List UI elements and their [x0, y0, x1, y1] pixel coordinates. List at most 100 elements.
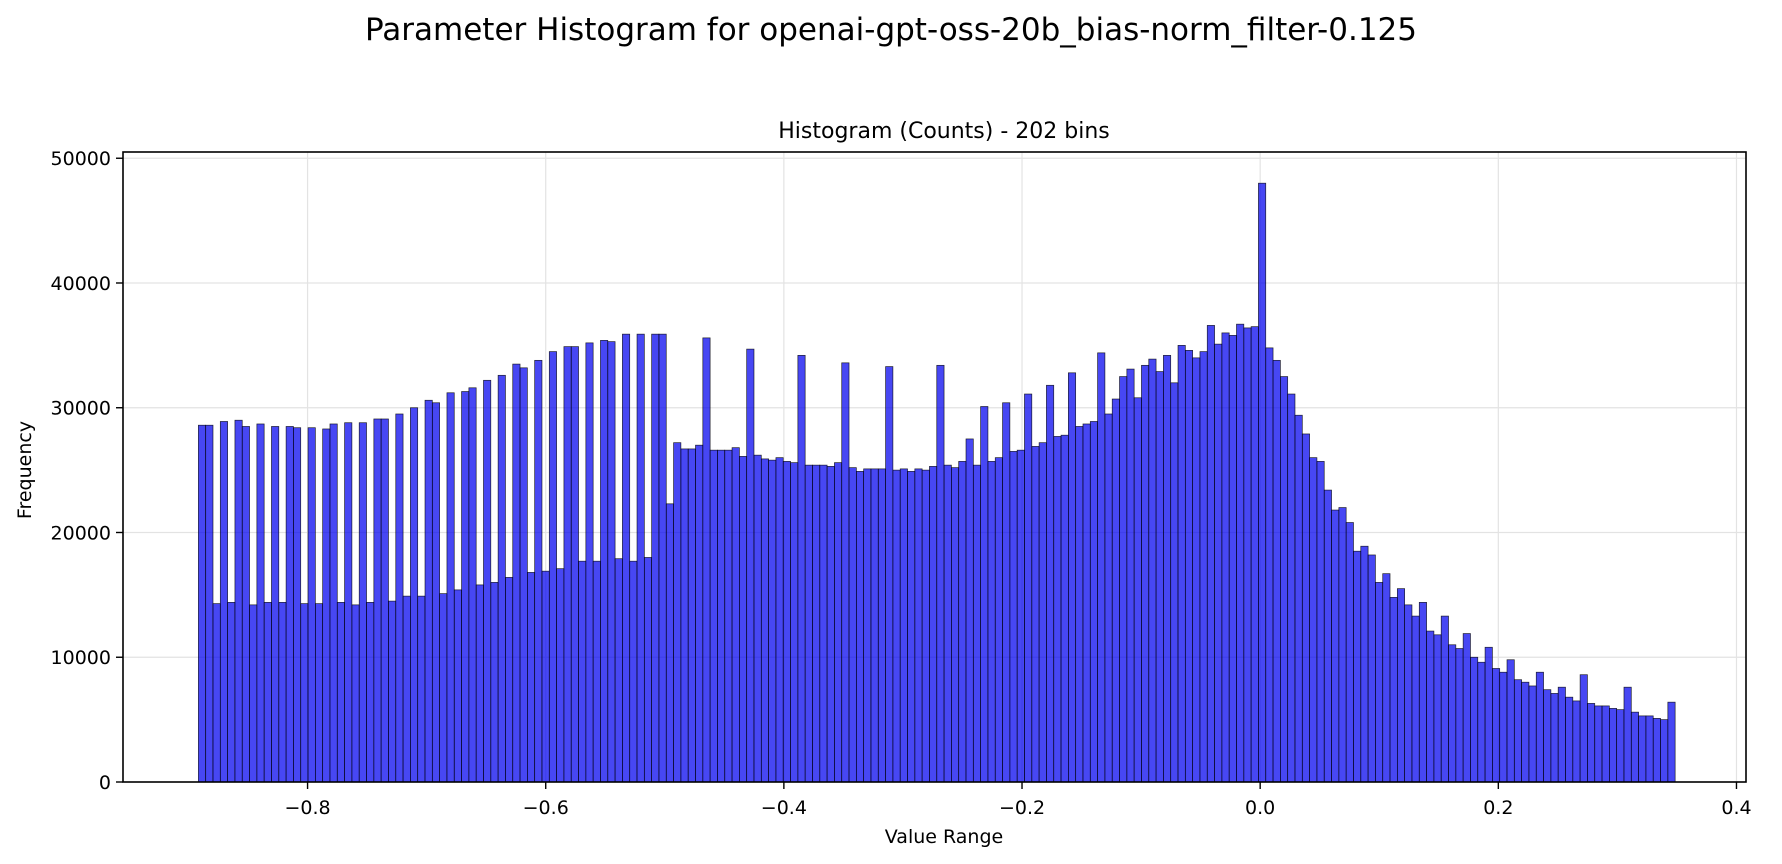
- histogram-bar: [760, 458, 769, 783]
- histogram-bar: [366, 602, 375, 783]
- x-tick-label: −0.8: [284, 797, 330, 819]
- histogram-bar: [336, 602, 345, 783]
- histogram-bar: [855, 471, 865, 783]
- histogram-bar: [885, 366, 894, 783]
- histogram-bar: [1367, 554, 1376, 783]
- histogram-bar: [1046, 384, 1055, 783]
- histogram-bar: [592, 560, 601, 783]
- histogram-bar: [1170, 382, 1179, 783]
- histogram-bar: [1133, 397, 1142, 783]
- histogram-bar: [709, 449, 718, 783]
- histogram-bar: [1024, 393, 1033, 783]
- histogram-bar: [951, 467, 960, 783]
- histogram-bar: [1331, 509, 1340, 783]
- histogram-bar: [658, 333, 667, 783]
- histogram-bar: [1053, 436, 1062, 783]
- histogram-bar: [1426, 630, 1435, 783]
- histogram-bar: [373, 418, 382, 783]
- histogram-bar: [746, 348, 755, 783]
- histogram-bar: [1470, 656, 1479, 783]
- histogram-bar: [1543, 689, 1552, 783]
- histogram-bar: [468, 387, 477, 783]
- histogram-bars: [198, 182, 1676, 783]
- histogram-bar: [1228, 335, 1237, 783]
- histogram-bar: [548, 351, 557, 783]
- y-tick-label: 40000: [51, 273, 111, 295]
- histogram-bar: [402, 595, 411, 783]
- histogram-bar: [1609, 708, 1618, 783]
- histogram-bar: [812, 464, 821, 783]
- histogram-bar: [724, 449, 733, 783]
- histogram-bar: [1492, 668, 1501, 783]
- histogram-bar: [1206, 325, 1215, 783]
- y-tick-label: 50000: [51, 148, 111, 170]
- histogram-bar: [1645, 715, 1654, 783]
- histogram-bar: [1477, 661, 1486, 783]
- histogram-bar: [1243, 327, 1252, 783]
- histogram-bar: [1221, 332, 1230, 783]
- histogram-bar: [1250, 326, 1259, 783]
- histogram-bar: [1594, 705, 1603, 783]
- histogram-bar: [1345, 522, 1354, 783]
- histogram-bar: [1565, 696, 1574, 783]
- plot-frame: [122, 151, 1747, 783]
- histogram-bar: [227, 602, 236, 783]
- histogram-bar: [1630, 711, 1639, 783]
- histogram-bar: [1506, 659, 1515, 783]
- histogram-bar: [329, 423, 338, 783]
- x-axis-label: Value Range: [885, 826, 1003, 848]
- histogram-bar: [848, 467, 857, 783]
- histogram-bar: [1016, 449, 1025, 783]
- histogram-bar: [629, 560, 638, 783]
- histogram-bar: [1550, 693, 1559, 783]
- histogram-bar: [972, 464, 981, 783]
- histogram-bar: [1119, 376, 1128, 783]
- histogram-bar: [1192, 357, 1201, 783]
- histogram-bar: [198, 424, 207, 783]
- histogram-bar: [870, 468, 879, 783]
- histogram-bar: [578, 560, 587, 783]
- histogram-bar: [351, 604, 360, 783]
- histogram-bar: [278, 602, 287, 783]
- x-tick-label: −0.4: [761, 797, 807, 819]
- histogram-bar: [739, 456, 748, 783]
- histogram-bar: [980, 406, 989, 783]
- histogram-bar: [1060, 434, 1069, 783]
- histogram-bar: [1411, 615, 1420, 783]
- histogram-bar: [987, 461, 996, 783]
- histogram-bar: [1009, 451, 1018, 783]
- histogram-bar: [994, 457, 1003, 783]
- figure-suptitle: Parameter Histogram for openai-gpt-oss-2…: [365, 12, 1417, 48]
- histogram-bar: [1214, 343, 1223, 783]
- histogram-bar: [768, 459, 777, 783]
- histogram-bar: [249, 604, 258, 783]
- histogram-bar: [380, 418, 389, 783]
- histogram-bar: [263, 602, 272, 783]
- histogram-bar: [1038, 442, 1047, 783]
- histogram-bar: [1184, 350, 1193, 783]
- histogram-bar: [600, 340, 609, 783]
- histogram-bar: [1667, 701, 1676, 783]
- histogram-bar: [1433, 634, 1442, 783]
- histogram-bar: [651, 333, 660, 783]
- histogram-bar: [1155, 371, 1164, 783]
- histogram-bar: [1440, 615, 1449, 783]
- histogram-bar: [1455, 648, 1464, 783]
- histogram-bar: [907, 471, 916, 783]
- histogram-bar: [607, 341, 616, 783]
- histogram-bar: [1031, 446, 1040, 783]
- histogram-bar: [673, 442, 682, 783]
- histogram-bar: [1652, 718, 1661, 783]
- histogram-bar: [570, 346, 579, 783]
- histogram-bar: [475, 584, 484, 783]
- histogram-bar: [1587, 703, 1596, 783]
- histogram-bar: [1002, 402, 1011, 783]
- histogram-bar: [1499, 671, 1508, 783]
- histogram-bar: [1236, 323, 1245, 783]
- histogram-bar: [1309, 457, 1318, 783]
- histogram-bar: [1082, 423, 1091, 783]
- histogram-bar: [841, 362, 850, 783]
- histogram-bar: [1163, 354, 1172, 783]
- histogram-bar: [1418, 602, 1427, 783]
- histogram-bar: [1089, 421, 1098, 783]
